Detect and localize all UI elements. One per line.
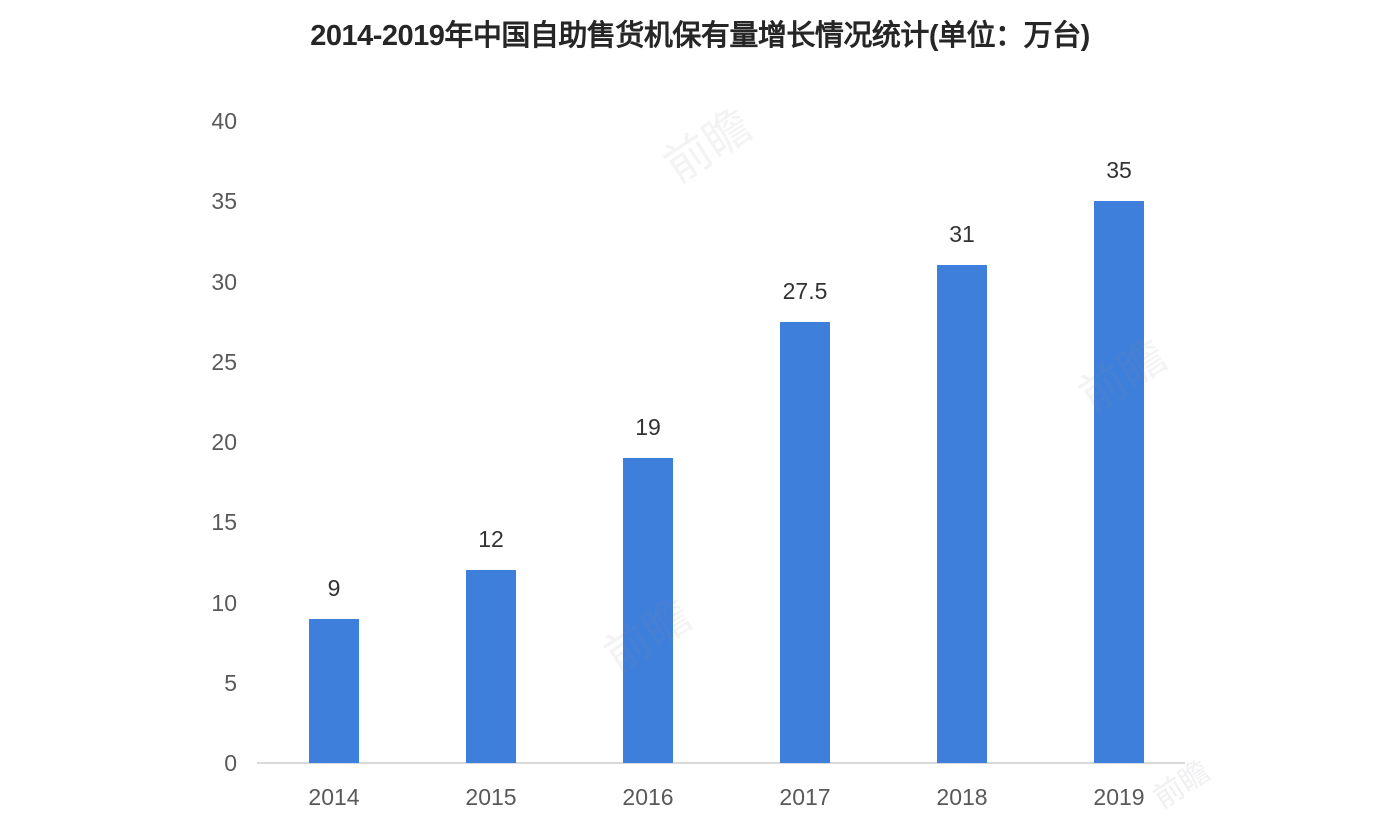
y-axis-tick-label: 35: [211, 188, 237, 215]
bar-value-label: 9: [327, 574, 341, 601]
bar-2016: [623, 458, 673, 763]
y-axis-tick-label: 10: [211, 589, 237, 616]
watermark-text: 前瞻: [654, 98, 761, 193]
x-axis-line: [257, 762, 1185, 764]
x-axis-category-label: 2017: [779, 784, 831, 810]
x-axis-category-label: 2015: [465, 784, 517, 810]
y-axis-tick-label: 40: [211, 108, 237, 134]
bar-2019: [1094, 201, 1144, 763]
y-axis-tick-label: 15: [211, 509, 237, 536]
y-axis-tick-label: 20: [211, 429, 237, 455]
chart-title: 2014-2019年中国自助售货机保有量增长情况统计(单位：万台): [310, 20, 1090, 52]
bar-2018: [937, 265, 987, 763]
bar-2017: [780, 321, 830, 763]
x-axis-category-label: 2018: [936, 784, 988, 810]
y-axis-tick-label: 25: [211, 348, 237, 375]
bar-value-label: 35: [1106, 157, 1132, 184]
x-axis-category-label: 2014: [308, 784, 360, 810]
bar-2015: [466, 570, 516, 763]
bar-value-label: 27.5: [782, 277, 828, 304]
x-axis-category-label: 2019: [1093, 784, 1145, 810]
bar-value-label: 31: [949, 221, 975, 248]
y-axis-tick-label: 30: [211, 268, 237, 295]
bar-value-label: 12: [478, 526, 504, 553]
bar-2014: [309, 618, 359, 763]
x-axis-category-label: 2016: [622, 784, 674, 810]
bar-value-label: 19: [635, 414, 661, 441]
y-axis-tick-label: 5: [224, 669, 237, 696]
y-axis-tick-label: 0: [224, 750, 237, 776]
